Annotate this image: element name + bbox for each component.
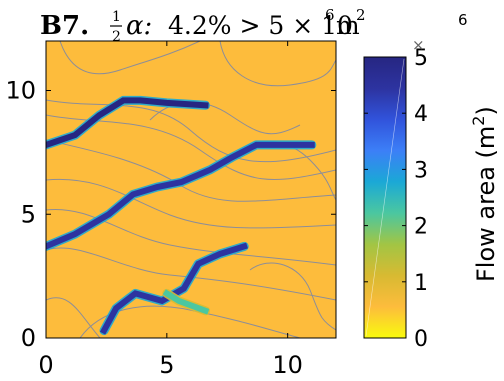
colorbar-multiplier: ×: [412, 36, 425, 54]
channel-network: [46, 95, 317, 336]
channel-path: [46, 97, 209, 149]
x-tick-label: 0: [38, 351, 53, 379]
contour-line: [59, 41, 201, 75]
colorbar-tick-label: 5: [414, 46, 428, 71]
colorbar-tick-label: 4: [414, 102, 428, 127]
heatmap-background: [46, 41, 336, 338]
colorbar-label-exponent: 2: [469, 116, 488, 126]
y-tick-label: 0: [21, 324, 36, 352]
contour-line: [79, 305, 301, 338]
contour-line: [46, 247, 336, 301]
y-axis: 0 5 10: [5, 77, 336, 352]
colorbar-label-close: ): [472, 106, 500, 115]
contour-line: [46, 178, 336, 229]
colorbar-artifact-line: [365, 58, 405, 337]
alpha-fraction: 1 2: [110, 9, 122, 45]
title-unit: m: [336, 11, 360, 40]
colorbar-label-text: Flow area (m: [472, 126, 500, 282]
colorbar-exponent: 6: [458, 11, 468, 29]
colorbar-ticks: 0 1 2 3 4 5: [364, 46, 428, 352]
contour-line: [46, 297, 101, 338]
colorbar-tick-label: 0: [414, 327, 428, 352]
panel-label: B7.: [40, 11, 89, 41]
svg-text:Flow area (m2): Flow area (m2): [469, 106, 500, 282]
x-tick-label: 5: [159, 351, 174, 379]
y-tick-label: 5: [21, 200, 36, 228]
colorbar-tick-label: 1: [414, 271, 428, 296]
x-tick-label: 10: [272, 351, 303, 379]
fraction-numerator: 1: [112, 9, 121, 25]
alpha-symbol: α:: [126, 11, 152, 41]
chart-title: B7. 1 2 α: 4.2% > 5 × 10 6 m 2: [40, 6, 366, 45]
y-tick-label: 10: [5, 77, 36, 105]
threshold-exponent: 6: [325, 6, 335, 24]
colorbar-tick-label: 3: [414, 158, 428, 183]
channel-path: [46, 141, 315, 250]
fraction-denominator: 2: [112, 29, 121, 45]
colorbar-tick-label: 2: [414, 215, 428, 240]
colorbar-label: Flow area (m2): [469, 106, 500, 282]
contour-line: [249, 262, 336, 331]
title-unit-exponent: 2: [356, 6, 366, 24]
x-axis: 0 5 10: [38, 41, 303, 379]
contour-line: [46, 99, 336, 163]
contour-line: [219, 41, 336, 87]
channel-path: [162, 289, 210, 315]
contour-line: [46, 208, 336, 266]
heatmap-plot: [46, 41, 336, 338]
threshold-text: 4.2% > 5 × 10: [168, 11, 353, 40]
plot-frame: [45, 40, 337, 339]
